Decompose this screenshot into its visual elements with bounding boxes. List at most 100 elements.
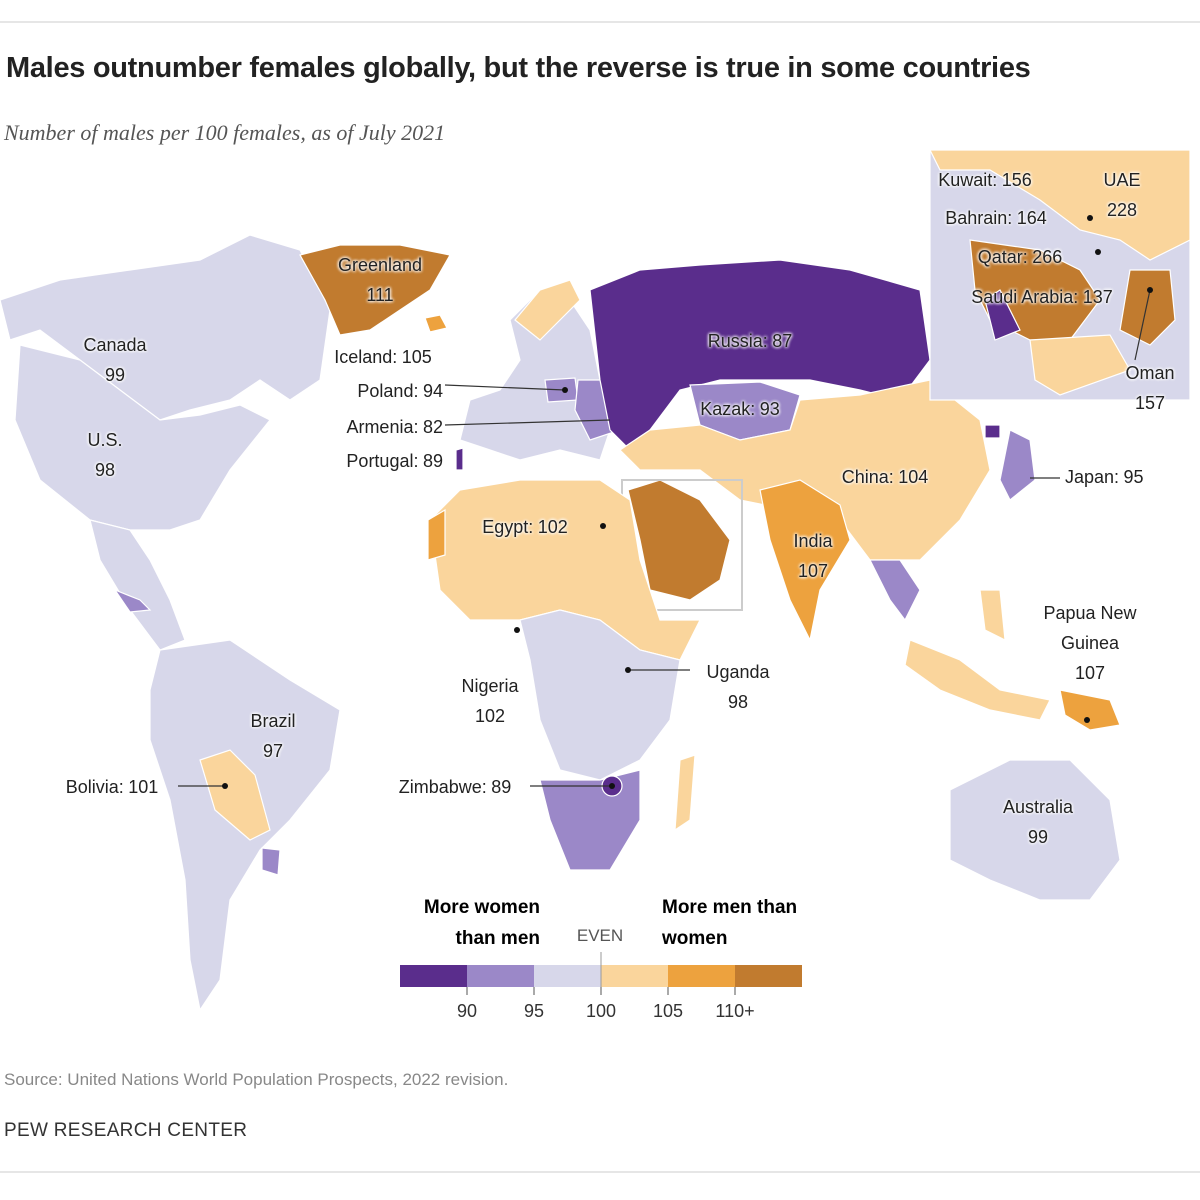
- country-name: Papua New Guinea: [1043, 603, 1137, 653]
- country-name: Greenland: [337, 255, 423, 275]
- country-value: 99: [104, 365, 126, 385]
- country-value: 89: [422, 451, 443, 471]
- dot: [1095, 249, 1101, 255]
- country-label: Kazak: 93: [700, 394, 780, 424]
- papua-new-guinea: [1059, 689, 1121, 731]
- legend-swatch: [735, 965, 802, 987]
- leader: [444, 419, 611, 426]
- canada: [0, 234, 331, 421]
- dot: [562, 387, 568, 393]
- country-label: Bolivia: 101: [66, 772, 159, 802]
- madagascar: [674, 754, 696, 832]
- legend-right-heading: More men than women: [662, 897, 798, 949]
- scandinavia: [514, 279, 581, 341]
- country-value: 102: [474, 706, 506, 726]
- legend-swatch: [668, 965, 735, 987]
- europe: [459, 289, 611, 461]
- legend-tick-label: 105: [652, 1001, 684, 1021]
- country-label: Iceland: 105: [334, 342, 432, 372]
- country-label: Zimbabwe: 89: [399, 772, 512, 802]
- philippines: [979, 589, 1006, 642]
- united-states: [14, 344, 271, 531]
- country-label: Nigeria 102: [461, 671, 518, 731]
- dot: [1087, 215, 1093, 221]
- country-label: Kuwait: 156: [938, 165, 1032, 195]
- country-value: 87: [772, 331, 793, 351]
- country-name: China:: [841, 467, 894, 487]
- country-name: Japan:: [1065, 467, 1120, 487]
- country-label: Russia: 87: [708, 326, 793, 356]
- country-label: Oman 157: [1125, 358, 1174, 418]
- country-name: Kuwait:: [938, 170, 998, 190]
- country-name: Uganda: [706, 662, 770, 682]
- country-label: Japan: 95: [1065, 462, 1144, 492]
- country-name: India: [793, 531, 833, 551]
- dot: [222, 783, 228, 789]
- country-label: Brazil 97: [250, 706, 295, 766]
- country-label: Uganda 98: [706, 657, 769, 717]
- country-label: Greenland 111: [338, 250, 422, 310]
- country-value: 99: [1027, 827, 1049, 847]
- western-sahara: [427, 508, 446, 561]
- country-name: Zimbabwe:: [398, 777, 487, 797]
- central-africa: [519, 609, 681, 781]
- country-value: 93: [759, 399, 780, 419]
- title: Males outnumber females globally, but th…: [6, 52, 1031, 84]
- leaders: [178, 289, 1151, 787]
- inset-jordan: [984, 289, 1021, 341]
- dot: [514, 627, 520, 633]
- southern-africa: [539, 769, 641, 871]
- india: [759, 479, 851, 642]
- country-value: 104: [898, 467, 929, 487]
- legend-tick-label: 110+: [715, 1001, 755, 1021]
- country-value: 89: [491, 777, 512, 797]
- arabian-peninsula: [627, 479, 731, 601]
- country-name: Poland:: [357, 381, 419, 401]
- north-africa: [429, 479, 701, 661]
- subtitle: Number of males per 100 females, as of J…: [4, 120, 446, 145]
- country-label: Saudi Arabia: 137: [971, 282, 1113, 312]
- country-value: 94: [422, 381, 443, 401]
- country-name: Bahrain:: [945, 208, 1013, 228]
- indonesia: [904, 639, 1051, 721]
- country-name: U.S.: [87, 430, 123, 450]
- country-label: Australia 99: [1003, 792, 1073, 852]
- country-name: Australia: [1002, 797, 1074, 817]
- country-label: UAE 228: [1103, 165, 1140, 225]
- japan: [999, 429, 1036, 501]
- dot: [1147, 287, 1153, 293]
- legend-swatch: [534, 965, 601, 987]
- central-asia: [619, 379, 991, 561]
- legend-left-heading: More women than men: [423, 897, 540, 949]
- country-value: 111: [366, 285, 394, 305]
- country-value: 156: [1001, 170, 1032, 190]
- country-value: 95: [1123, 467, 1144, 487]
- uruguay: [261, 847, 281, 876]
- legend-swatch: [400, 965, 467, 987]
- portugal: [455, 447, 464, 471]
- country-value: 164: [1016, 208, 1047, 228]
- inset-oman: [1119, 269, 1176, 346]
- country-name: Portugal:: [346, 451, 419, 471]
- country-name: Russia:: [707, 331, 768, 351]
- iceland: [424, 314, 448, 333]
- country-name: Iceland:: [334, 347, 398, 367]
- country-name: Egypt:: [482, 517, 534, 537]
- source: Source: United Nations World Population …: [4, 1070, 509, 1089]
- country-name: Canada: [83, 335, 147, 355]
- inset-yemen: [1029, 334, 1131, 396]
- country-value: 97: [262, 741, 284, 761]
- country-value: 101: [128, 777, 159, 797]
- greenland: [299, 244, 451, 336]
- country-value: 82: [422, 417, 443, 437]
- caribbean: [113, 588, 152, 613]
- country-value: 228: [1106, 200, 1138, 220]
- country-name: Oman: [1125, 363, 1175, 383]
- central-america: [89, 519, 186, 651]
- country-value: 137: [1082, 287, 1113, 307]
- country-value: 98: [727, 692, 749, 712]
- leader: [1134, 289, 1151, 361]
- country-value: 157: [1134, 393, 1166, 413]
- country-value: 102: [537, 517, 568, 537]
